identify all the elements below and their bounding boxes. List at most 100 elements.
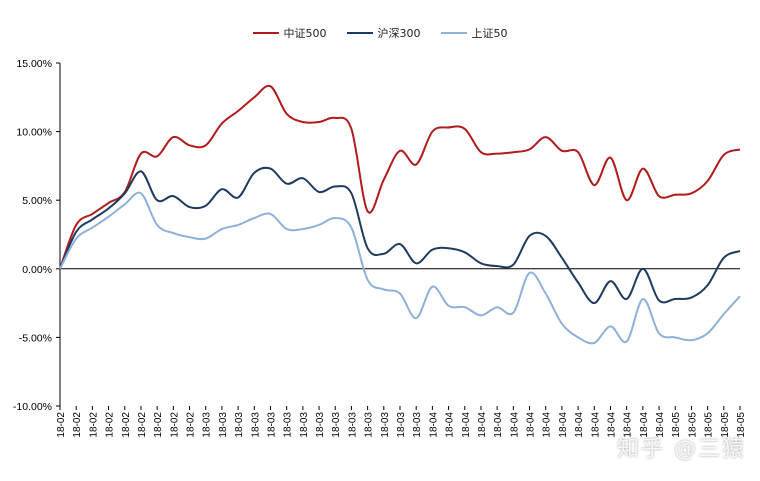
data-point-2-18 xyxy=(351,227,353,229)
x-tick-label: 18-03 xyxy=(364,412,375,438)
x-tick-label: 18-05 xyxy=(671,412,682,438)
data-point-1-8 xyxy=(189,206,191,208)
data-point-0-42 xyxy=(739,149,741,151)
x-tick-label: 18-04 xyxy=(574,412,585,438)
data-point-1-11 xyxy=(237,197,239,199)
data-point-0-26 xyxy=(480,151,482,153)
data-point-1-13 xyxy=(270,168,272,170)
data-point-2-3 xyxy=(108,216,110,218)
y-tick-label: 0.00% xyxy=(22,264,52,276)
x-tick-label: 18-03 xyxy=(266,412,277,438)
data-point-1-39 xyxy=(691,297,693,299)
data-point-0-34 xyxy=(610,157,612,159)
data-point-2-39 xyxy=(691,339,693,341)
data-point-0-16 xyxy=(318,121,320,123)
x-tick-label: 18-04 xyxy=(623,412,634,438)
data-point-2-14 xyxy=(286,228,288,230)
x-tick-label: 18-03 xyxy=(412,412,423,438)
data-point-2-2 xyxy=(92,227,94,229)
data-point-1-17 xyxy=(334,186,336,188)
data-point-0-33 xyxy=(593,184,595,186)
data-point-0-29 xyxy=(529,149,531,151)
data-point-1-18 xyxy=(351,193,353,195)
x-tick-label: 18-03 xyxy=(315,412,326,438)
data-point-1-24 xyxy=(448,247,450,249)
data-point-0-31 xyxy=(561,150,563,152)
x-tick-label: 18-02 xyxy=(169,412,180,438)
data-point-2-17 xyxy=(334,217,336,219)
data-point-1-4 xyxy=(124,193,126,195)
data-point-2-40 xyxy=(707,332,709,334)
x-tick-label: 18-02 xyxy=(88,412,99,438)
x-tick-label: 18-04 xyxy=(509,412,520,438)
y-tick-label: -5.00% xyxy=(19,332,52,344)
data-point-0-35 xyxy=(626,199,628,201)
series-line-1 xyxy=(59,166,741,305)
legend-item-sse50: 上证50 xyxy=(440,25,508,41)
x-tick-label: 18-05 xyxy=(704,412,715,438)
data-point-2-27 xyxy=(496,306,498,308)
data-point-0-14 xyxy=(286,113,288,115)
data-point-0-11 xyxy=(237,110,239,112)
data-point-1-37 xyxy=(658,300,660,302)
data-point-2-33 xyxy=(593,342,595,344)
data-point-0-1 xyxy=(75,224,77,226)
data-point-2-35 xyxy=(626,341,628,343)
data-point-0-2 xyxy=(92,213,94,215)
x-tick-label: 18-04 xyxy=(639,412,650,438)
data-point-1-10 xyxy=(221,188,223,190)
data-point-0-3 xyxy=(108,202,110,204)
data-point-0-28 xyxy=(513,151,515,153)
series-line-0 xyxy=(59,84,741,270)
data-point-0-17 xyxy=(334,117,336,119)
legend-label-csi500: 中证500 xyxy=(283,27,327,40)
data-point-2-6 xyxy=(156,224,158,226)
data-point-2-29 xyxy=(529,272,531,274)
x-tick-label: 18-03 xyxy=(299,412,310,438)
data-point-0-36 xyxy=(642,168,644,170)
x-tick-label: 18-03 xyxy=(380,412,391,438)
data-point-1-12 xyxy=(253,172,255,174)
data-point-0-40 xyxy=(707,180,709,182)
data-point-2-5 xyxy=(140,193,142,195)
x-tick-label: 18-02 xyxy=(153,412,164,438)
legend-swatch-csi500 xyxy=(252,32,279,34)
data-point-1-29 xyxy=(529,235,531,237)
data-point-1-2 xyxy=(92,219,94,221)
data-point-1-5 xyxy=(140,171,142,173)
data-point-1-34 xyxy=(610,280,612,282)
data-point-1-16 xyxy=(318,191,320,193)
data-point-1-21 xyxy=(399,243,401,245)
data-point-0-10 xyxy=(221,123,223,125)
data-point-2-9 xyxy=(205,238,207,240)
data-point-1-9 xyxy=(205,205,207,207)
x-tick-label: 18-05 xyxy=(687,412,698,438)
legend-swatch-sse50 xyxy=(440,32,467,34)
data-point-2-8 xyxy=(189,236,191,238)
data-point-1-27 xyxy=(496,265,498,267)
data-point-0-22 xyxy=(415,164,417,166)
data-point-0-13 xyxy=(270,86,272,88)
data-point-2-11 xyxy=(237,224,239,226)
data-point-1-25 xyxy=(464,252,466,254)
x-tick-label: 18-02 xyxy=(137,412,148,438)
series-line-2 xyxy=(59,191,741,345)
data-point-1-15 xyxy=(302,177,304,179)
x-tick-label: 18-02 xyxy=(72,412,83,438)
data-point-0-27 xyxy=(496,153,498,155)
x-tick-label: 18-05 xyxy=(720,412,731,438)
data-point-1-36 xyxy=(642,268,644,270)
x-tick-label: 18-02 xyxy=(186,412,197,438)
data-point-1-22 xyxy=(415,263,417,265)
legend-swatch-hs300 xyxy=(346,32,373,34)
x-tick-label: 18-03 xyxy=(234,412,245,438)
data-point-2-4 xyxy=(124,204,126,206)
data-point-0-19 xyxy=(367,210,369,212)
watermark: 知乎 @三猿 xyxy=(617,437,746,462)
data-point-0-18 xyxy=(351,128,353,130)
y-tick-label: -10.00% xyxy=(13,401,52,413)
data-point-0-30 xyxy=(545,136,547,138)
data-point-2-21 xyxy=(399,293,401,295)
data-point-2-42 xyxy=(739,295,741,297)
